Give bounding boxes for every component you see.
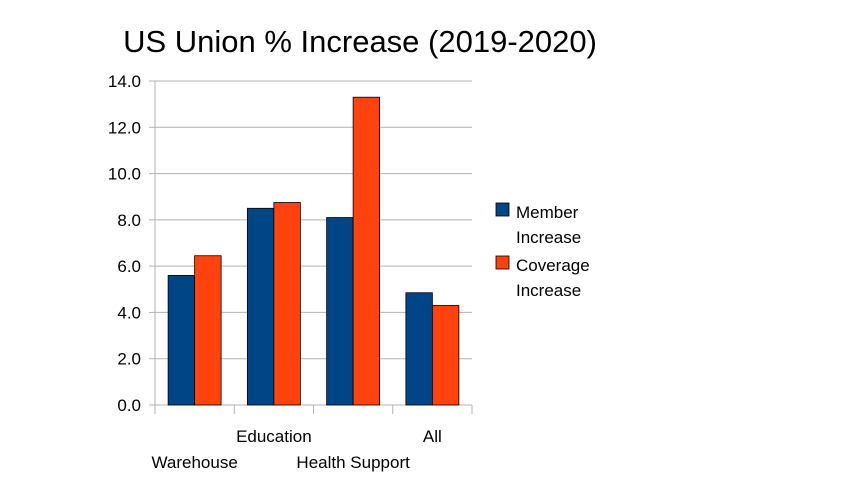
x-category-label: Warehouse: [151, 453, 237, 472]
x-category-labels: Warehouse Education Health Support All: [151, 427, 441, 472]
x-category-label: Health Support: [296, 453, 410, 472]
y-tick-label: 2.0: [117, 350, 141, 369]
bar-member-warehouse: [167, 274, 196, 406]
bar-coverage-health-support: [352, 96, 381, 406]
bar-member-all: [405, 292, 433, 406]
y-tick-label: 14.0: [108, 72, 141, 91]
legend-label: Increase: [516, 228, 581, 247]
legend-label: Coverage: [516, 256, 590, 275]
legend-swatch-member: [495, 202, 510, 217]
bar-coverage-education: [273, 202, 301, 406]
y-tick-label: 6.0: [117, 257, 141, 276]
bar-member-education: [246, 207, 275, 406]
legend-label: Increase: [516, 281, 581, 300]
legend-label: Member: [516, 203, 579, 222]
y-tick-label: 0.0: [117, 396, 141, 415]
x-category-label: Education: [236, 427, 312, 446]
y-tick-label: 10.0: [108, 165, 141, 184]
legend: Member Increase Coverage Increase: [495, 202, 590, 300]
bar-coverage-warehouse: [194, 255, 222, 406]
chart-title: US Union % Increase (2019-2020): [123, 24, 597, 59]
y-tick-label: 4.0: [117, 303, 141, 322]
x-category-label: All: [423, 427, 442, 446]
bar-coverage-all: [431, 305, 460, 406]
legend-swatch-coverage: [495, 255, 510, 270]
bars: [167, 96, 460, 406]
y-tick-label: 8.0: [117, 211, 141, 230]
y-tick-label: 12.0: [108, 118, 141, 137]
y-tick-labels: 0.0 2.0 4.0 6.0 8.0 10.0 12.0 14.0: [108, 72, 141, 415]
bar-member-health-support: [326, 217, 354, 406]
